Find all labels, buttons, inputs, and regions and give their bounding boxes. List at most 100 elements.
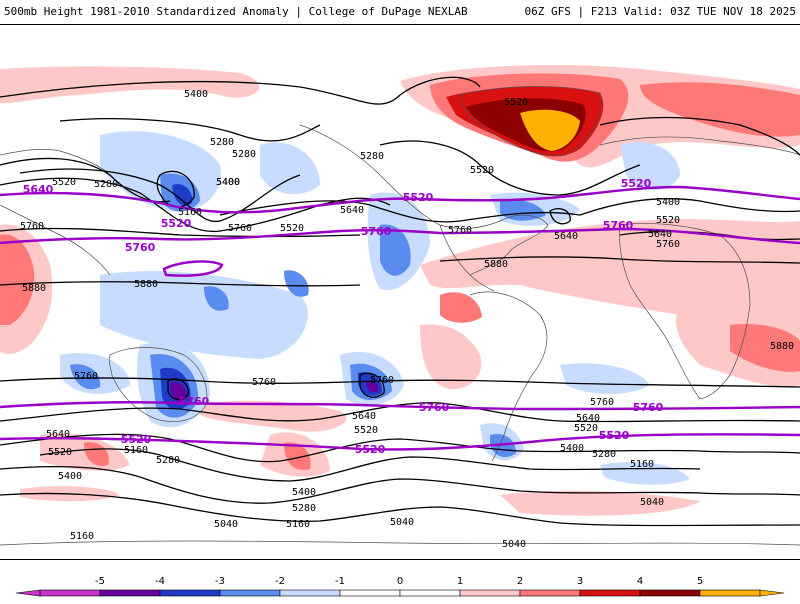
label-5520-spac-group: 5520 — [354, 425, 378, 436]
title-bar: 500mb Height 1981-2010 Standardized Anom… — [0, 0, 800, 24]
purple-label-5520-eur: 5520 — [621, 177, 652, 190]
colorbar-tick-label: 3 — [577, 576, 583, 587]
label-5760-satl: 5760 — [590, 397, 614, 408]
purple-label-5520-spac-group: 5520 — [355, 443, 386, 456]
anomaly-neg-southeast — [600, 461, 690, 485]
label-5400-npac-north: 5400 — [184, 89, 208, 100]
label-5760-spac-b-group: 5760 — [370, 375, 394, 386]
label-5520-sio: 5520 — [48, 447, 72, 458]
label-5040-spac-south-group: 5040 — [214, 519, 238, 530]
purple-label-5760-npac-group: 5760 — [125, 241, 156, 254]
label-5280-pacific-b: 5280 — [232, 149, 256, 160]
purple-label-5520-sio: 5520 — [121, 433, 152, 446]
colorbar-block-0 — [39, 589, 101, 597]
highlight-contour-layer — [0, 185, 800, 451]
purple-label-5760-satl: 5760 — [419, 401, 450, 414]
purple-label-5520-usa-group: 5520 — [403, 191, 434, 204]
map-panel: 5400552052805280528054005520552052805400… — [0, 24, 800, 560]
label-5640-spac: 5640 — [352, 411, 376, 422]
label-5760-west-group: 5760 — [20, 221, 44, 232]
contour-5400-pacific — [19, 168, 301, 222]
label-5040-south-b: 5040 — [502, 539, 526, 550]
colorbar-block-6 — [399, 589, 461, 597]
purple-label-5520-spac: 5520 — [355, 443, 386, 456]
purple-label-5640-west-group: 5640 — [23, 183, 54, 196]
anomaly-neg2-atlantic — [500, 199, 546, 221]
colorbar-block-8 — [519, 589, 581, 597]
purple-label-5760-atl: 5760 — [603, 219, 634, 232]
label-5160-sio-group: 5160 — [124, 445, 148, 456]
purple-5760-south — [0, 401, 800, 411]
label-5160-pacific-group: 5160 — [178, 207, 202, 218]
purple-label-5640-west: 5640 — [23, 183, 54, 196]
purple-label-5760-sind-group: 5760 — [633, 401, 664, 414]
label-5880-westpac: 5880 — [134, 279, 158, 290]
label-5400-canada-group: 5400 — [216, 177, 240, 188]
label-5760-indian-a: 5760 — [74, 371, 98, 382]
label-5520-greenland: 5520 — [504, 97, 528, 108]
label-5040-satl: 5040 — [640, 497, 664, 508]
label-5400-europe: 5400 — [656, 197, 680, 208]
label-5520-satl-group: 5520 — [574, 423, 598, 434]
contour-closed-low-spac — [359, 372, 385, 398]
coast-australia — [108, 347, 208, 422]
label-5400-canada: 5400 — [216, 177, 240, 188]
colorbar-legend: -5 -4 -3 -2 -1 0 1 2 3 4 5 — [0, 560, 800, 600]
label-5160-south-west-group: 5160 — [70, 531, 94, 542]
label-5880-westpac-group: 5880 — [134, 279, 158, 290]
colorbar-max-arrow — [759, 589, 785, 597]
label-5160-spac-south-group: 5160 — [286, 519, 310, 530]
anomaly-neg2-indian — [70, 364, 101, 390]
anomaly-pos2-eastafrica — [730, 323, 800, 372]
label-5160-spac-south: 5160 — [286, 519, 310, 530]
label-5520-satl: 5520 — [574, 423, 598, 434]
label-5280-spac-south-group: 5280 — [292, 503, 316, 514]
label-5640-usa: 5640 — [340, 205, 364, 216]
colorbar-block-7 — [459, 589, 521, 597]
anomaly-pos-southamerica — [420, 324, 482, 390]
colorbar-tick-label: -5 — [95, 576, 105, 587]
label-5520-sio-group: 5520 — [48, 447, 72, 458]
anomaly-shading-layer — [0, 65, 800, 516]
purple-label-5760-sio: 5760 — [179, 395, 210, 408]
label-5760-pacific-mid-group: 5760 — [228, 223, 252, 234]
label-5640-satl: 5640 — [576, 413, 600, 424]
label-5400-npac-north-group: 5400 — [184, 89, 208, 100]
contour-5880-west — [0, 281, 361, 287]
contour-closed-low-australia — [167, 378, 189, 401]
label-5160-pacific: 5160 — [178, 207, 202, 218]
colorbar-tick-label: 4 — [637, 576, 643, 587]
label-5040-spac-south: 5040 — [214, 519, 238, 530]
anomaly-pos-south-d — [500, 490, 700, 516]
anomaly-neg-pacific-central — [100, 271, 308, 359]
colorbar-svg: -5 -4 -3 -2 -1 0 1 2 3 4 5 — [15, 576, 785, 597]
label-5160-south-west: 5160 — [70, 531, 94, 542]
colorbar-tick-label: -2 — [275, 576, 285, 587]
label-5760-spac-a-group: 5760 — [252, 377, 276, 388]
label-5520-atlantic: 5520 — [470, 165, 494, 176]
coast-antarctica — [0, 540, 800, 546]
label-5280-pacific-a-group: 5280 — [210, 137, 234, 148]
purple-5760-ring-pac — [162, 260, 224, 277]
model-run-info: 06Z GFS | F213 Valid: 03Z TUE NOV 18 202… — [524, 5, 796, 18]
label-5880-caribbean-group: 5880 — [484, 259, 508, 270]
label-5760-gulf-group: 5760 — [448, 225, 472, 236]
anomaly-pos2-europe — [640, 82, 800, 137]
anomaly-neg2-pac-b — [204, 286, 229, 311]
label-5520-pacific-mid-group: 5520 — [280, 223, 304, 234]
label-5520-asia-west-group: 5520 — [52, 177, 76, 188]
label-5400-satl: 5400 — [560, 443, 584, 454]
label-5520-europe-group: 5520 — [656, 215, 680, 226]
anomaly-pos2-south-b — [284, 442, 311, 470]
label-5160-sio: 5160 — [124, 445, 148, 456]
colorbar-block-11 — [699, 589, 761, 597]
label-5640-usa-group: 5640 — [340, 205, 364, 216]
purple-label-5760-sio-group: 5760 — [179, 395, 210, 408]
label-5880-caribbean: 5880 — [484, 259, 508, 270]
contour-5280-atlantic — [379, 140, 641, 196]
anomaly-pos2-atlantic — [440, 292, 482, 323]
label-5640-atlantic: 5640 — [554, 231, 578, 242]
purple-label-5760-usa: 5760 — [361, 225, 392, 238]
colorbar-block-10 — [639, 589, 701, 597]
purple-label-5520-npac: 5520 — [161, 217, 192, 230]
